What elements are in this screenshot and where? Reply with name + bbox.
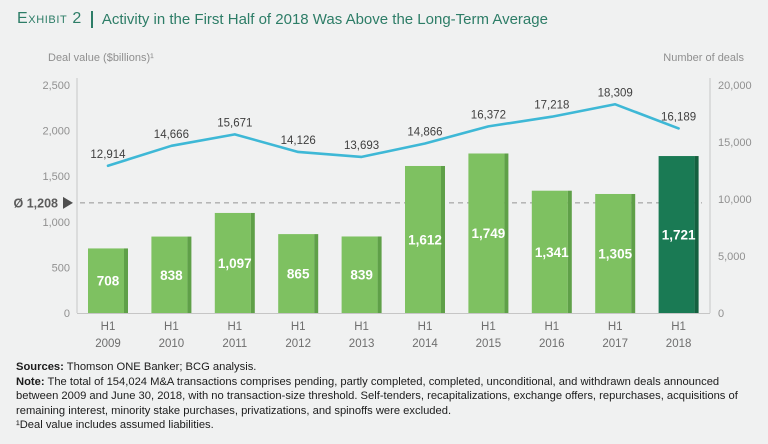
bar-h1-2010 bbox=[151, 236, 188, 313]
left-axis-tick: 2,500 bbox=[42, 80, 70, 92]
left-axis-tick: 0 bbox=[64, 308, 70, 320]
left-axis-tick: 1,000 bbox=[42, 217, 70, 229]
right-axis-tick: 10,000 bbox=[718, 194, 752, 206]
page-title: Exhibit 2 Activity in the First Half of … bbox=[17, 10, 548, 28]
bar-h1-2012 bbox=[278, 234, 315, 313]
x-axis-label-year: 2015 bbox=[476, 338, 502, 350]
bar-side-shade bbox=[250, 212, 255, 313]
bar-value-label: 1,341 bbox=[535, 245, 569, 260]
x-axis-label-half: H1 bbox=[101, 321, 116, 333]
title-separator-bar bbox=[90, 10, 93, 28]
line-value-label: 15,671 bbox=[217, 117, 252, 129]
x-axis-label-half: H1 bbox=[354, 321, 369, 333]
x-axis-label-year: 2011 bbox=[222, 338, 247, 350]
x-axis-label-year: 2018 bbox=[666, 338, 692, 350]
bar-side-shade bbox=[377, 236, 382, 313]
x-axis-label-year: 2014 bbox=[412, 338, 438, 350]
x-axis-label-year: 2010 bbox=[159, 338, 185, 350]
x-axis-label-half: H1 bbox=[164, 321, 179, 333]
left-axis-tick: 1,500 bbox=[42, 171, 70, 183]
footnotes: Sources: Thomson ONE Banker; BCG analysi… bbox=[16, 360, 758, 433]
bar-value-label: 1,612 bbox=[408, 232, 442, 247]
deals-trend-line bbox=[106, 102, 680, 168]
bar-h1-2015 bbox=[468, 153, 505, 313]
average-value-label: Ø 1,208 bbox=[14, 196, 59, 210]
right-axis-tick: 20,000 bbox=[718, 80, 752, 92]
right-axis-tick: 5,000 bbox=[718, 251, 746, 263]
right-axis-tick: 0 bbox=[718, 308, 724, 320]
left-axis-title: Deal value ($billions)¹ bbox=[48, 52, 154, 64]
x-axis-label-half: H1 bbox=[227, 321, 242, 333]
x-axis-label-year: 2017 bbox=[602, 338, 628, 350]
bar-h1-2009 bbox=[88, 248, 124, 313]
line-value-label: 14,126 bbox=[281, 135, 316, 147]
average-marker-triangle bbox=[63, 196, 73, 209]
bar-h1-2013 bbox=[341, 236, 378, 313]
x-axis-label-year: 2012 bbox=[285, 338, 311, 350]
left-axis-tick: 2,000 bbox=[42, 126, 70, 138]
x-axis-label-half: H1 bbox=[608, 321, 623, 333]
bar-side-shade bbox=[187, 236, 192, 313]
chart-canvas: 2,500 2,000 1,500 1,000 500 0 20,000 15,000 10,0… bbox=[14, 78, 752, 350]
bar-value-label: 708 bbox=[97, 274, 120, 289]
x-axis-label-half: H1 bbox=[481, 321, 496, 333]
bar-side-shade bbox=[694, 156, 699, 313]
note-text: The total of 154,024 M&A transactions co… bbox=[16, 375, 738, 417]
x-axis-label-year: 2016 bbox=[539, 338, 565, 350]
bar-value-label: 1,305 bbox=[598, 246, 632, 261]
bar-value-label: 838 bbox=[160, 268, 183, 283]
exhibit-number: Exhibit 2 bbox=[17, 10, 82, 27]
bar-side-shade bbox=[567, 190, 572, 313]
line-value-label: 14,866 bbox=[407, 127, 442, 139]
note-line: Note: The total of 154,024 M&A transacti… bbox=[16, 375, 758, 419]
x-axis-label-year: 2013 bbox=[349, 338, 375, 350]
bar-side-shade bbox=[441, 165, 445, 313]
bar-value-label: 1,097 bbox=[218, 256, 252, 271]
bar-value-label: 1,721 bbox=[662, 228, 696, 243]
bar-h1-2018 bbox=[658, 156, 695, 313]
bar-side-shade bbox=[631, 193, 636, 313]
sources-label: Sources: bbox=[16, 361, 64, 373]
bar-side-shade bbox=[504, 153, 509, 313]
bar-h1-2017 bbox=[595, 193, 632, 313]
x-axis-label-year: 2009 bbox=[95, 338, 121, 350]
line-value-label: 12,914 bbox=[90, 149, 126, 161]
bar-h1-2016 bbox=[531, 190, 568, 313]
bar-h1-2014 bbox=[405, 165, 441, 313]
line-value-label: 16,189 bbox=[661, 111, 696, 123]
bar-side-shade bbox=[314, 234, 319, 313]
bar-side-shade bbox=[124, 248, 128, 313]
bar-h1-2011 bbox=[214, 212, 251, 313]
x-axis-label-half: H1 bbox=[291, 321, 306, 333]
bar-value-label: 865 bbox=[287, 267, 310, 282]
line-value-label: 13,693 bbox=[344, 140, 379, 152]
right-axis-title: Number of deals bbox=[663, 52, 744, 64]
right-axis-tick: 15,000 bbox=[718, 137, 752, 149]
bar-value-label: 1,749 bbox=[472, 226, 506, 241]
bar-value-label: 839 bbox=[350, 268, 373, 283]
line-value-label: 14,666 bbox=[154, 129, 189, 141]
sources-text: Thomson ONE Banker; BCG analysis. bbox=[63, 361, 257, 373]
footnote-line: ¹Deal value includes assumed liabilities… bbox=[16, 419, 214, 432]
title-text: Activity in the First Half of 2018 Was A… bbox=[101, 10, 548, 28]
sources-line: Sources: Thomson ONE Banker; BCG analysi… bbox=[16, 360, 758, 375]
x-axis-label-half: H1 bbox=[418, 321, 433, 333]
x-axis-label-half: H1 bbox=[544, 321, 559, 333]
line-value-label: 16,372 bbox=[471, 109, 506, 121]
line-value-label: 18,309 bbox=[598, 87, 633, 99]
x-axis-label-half: H1 bbox=[671, 321, 686, 333]
left-axis-tick: 500 bbox=[52, 262, 70, 274]
line-value-label: 17,218 bbox=[534, 100, 569, 112]
note-label: Note: bbox=[16, 375, 45, 388]
